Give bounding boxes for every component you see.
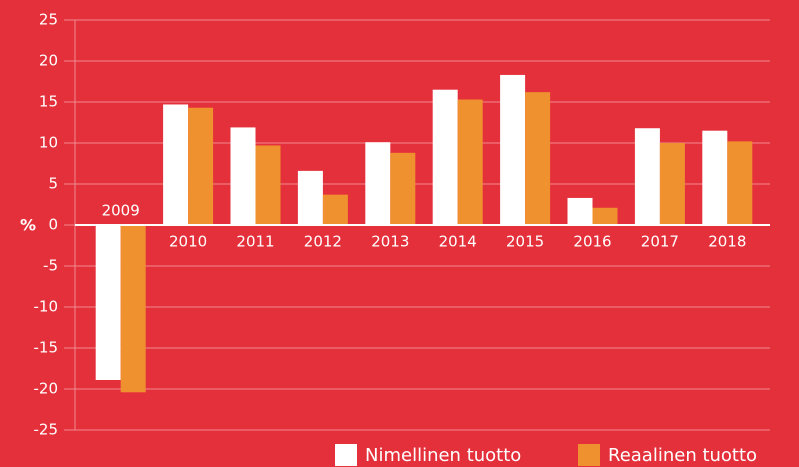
legend-label: Nimellinen tuotto (365, 445, 521, 466)
bar (525, 92, 551, 225)
x-tick-label: 2016 (573, 233, 611, 251)
bar (659, 143, 685, 225)
y-tick-label: 0 (48, 216, 58, 234)
legend: Nimellinen tuotto Reaalinen tuotto (335, 444, 757, 466)
bar (702, 130, 728, 225)
y-tick-label: -15 (34, 339, 59, 357)
bar (188, 107, 214, 225)
x-tick-label: 2014 (439, 233, 477, 251)
bar (727, 141, 753, 225)
y-tick-label: -10 (34, 298, 59, 316)
bar (500, 74, 526, 225)
y-tick-label: 20 (39, 52, 58, 70)
bar (230, 127, 256, 225)
y-tick-label: 5 (48, 175, 58, 193)
x-tick-label: 2011 (236, 233, 274, 251)
y-tick-label: -20 (34, 380, 59, 398)
x-tick-label: 2018 (708, 233, 746, 251)
bar (592, 207, 618, 225)
bar (95, 225, 121, 380)
legend-swatch (335, 444, 357, 466)
x-tick-label: 2017 (641, 233, 679, 251)
y-tick-label: -25 (34, 421, 59, 439)
x-tick-label: 2015 (506, 233, 544, 251)
y-tick-label: 25 (39, 11, 58, 29)
bar (255, 145, 281, 225)
legend-swatch (578, 444, 600, 466)
legend-label: Reaalinen tuotto (608, 445, 757, 466)
x-tick-label: 2012 (304, 233, 342, 251)
bar (163, 104, 189, 225)
bar (365, 142, 391, 225)
bar (432, 89, 458, 225)
y-tick-label: -5 (43, 257, 58, 275)
bar (457, 99, 483, 225)
x-tick-label: 2010 (169, 233, 207, 251)
bar (567, 197, 593, 225)
bar (322, 194, 348, 225)
bar (634, 128, 660, 225)
x-tick-label: 2009 (102, 202, 140, 220)
y-tick-label: 15 (39, 93, 58, 111)
y-tick-label: 10 (39, 134, 58, 152)
bar (120, 225, 146, 393)
bar (390, 152, 416, 225)
x-tick-label: 2013 (371, 233, 409, 251)
bar (297, 170, 323, 225)
y-axis-label: % (20, 216, 36, 235)
